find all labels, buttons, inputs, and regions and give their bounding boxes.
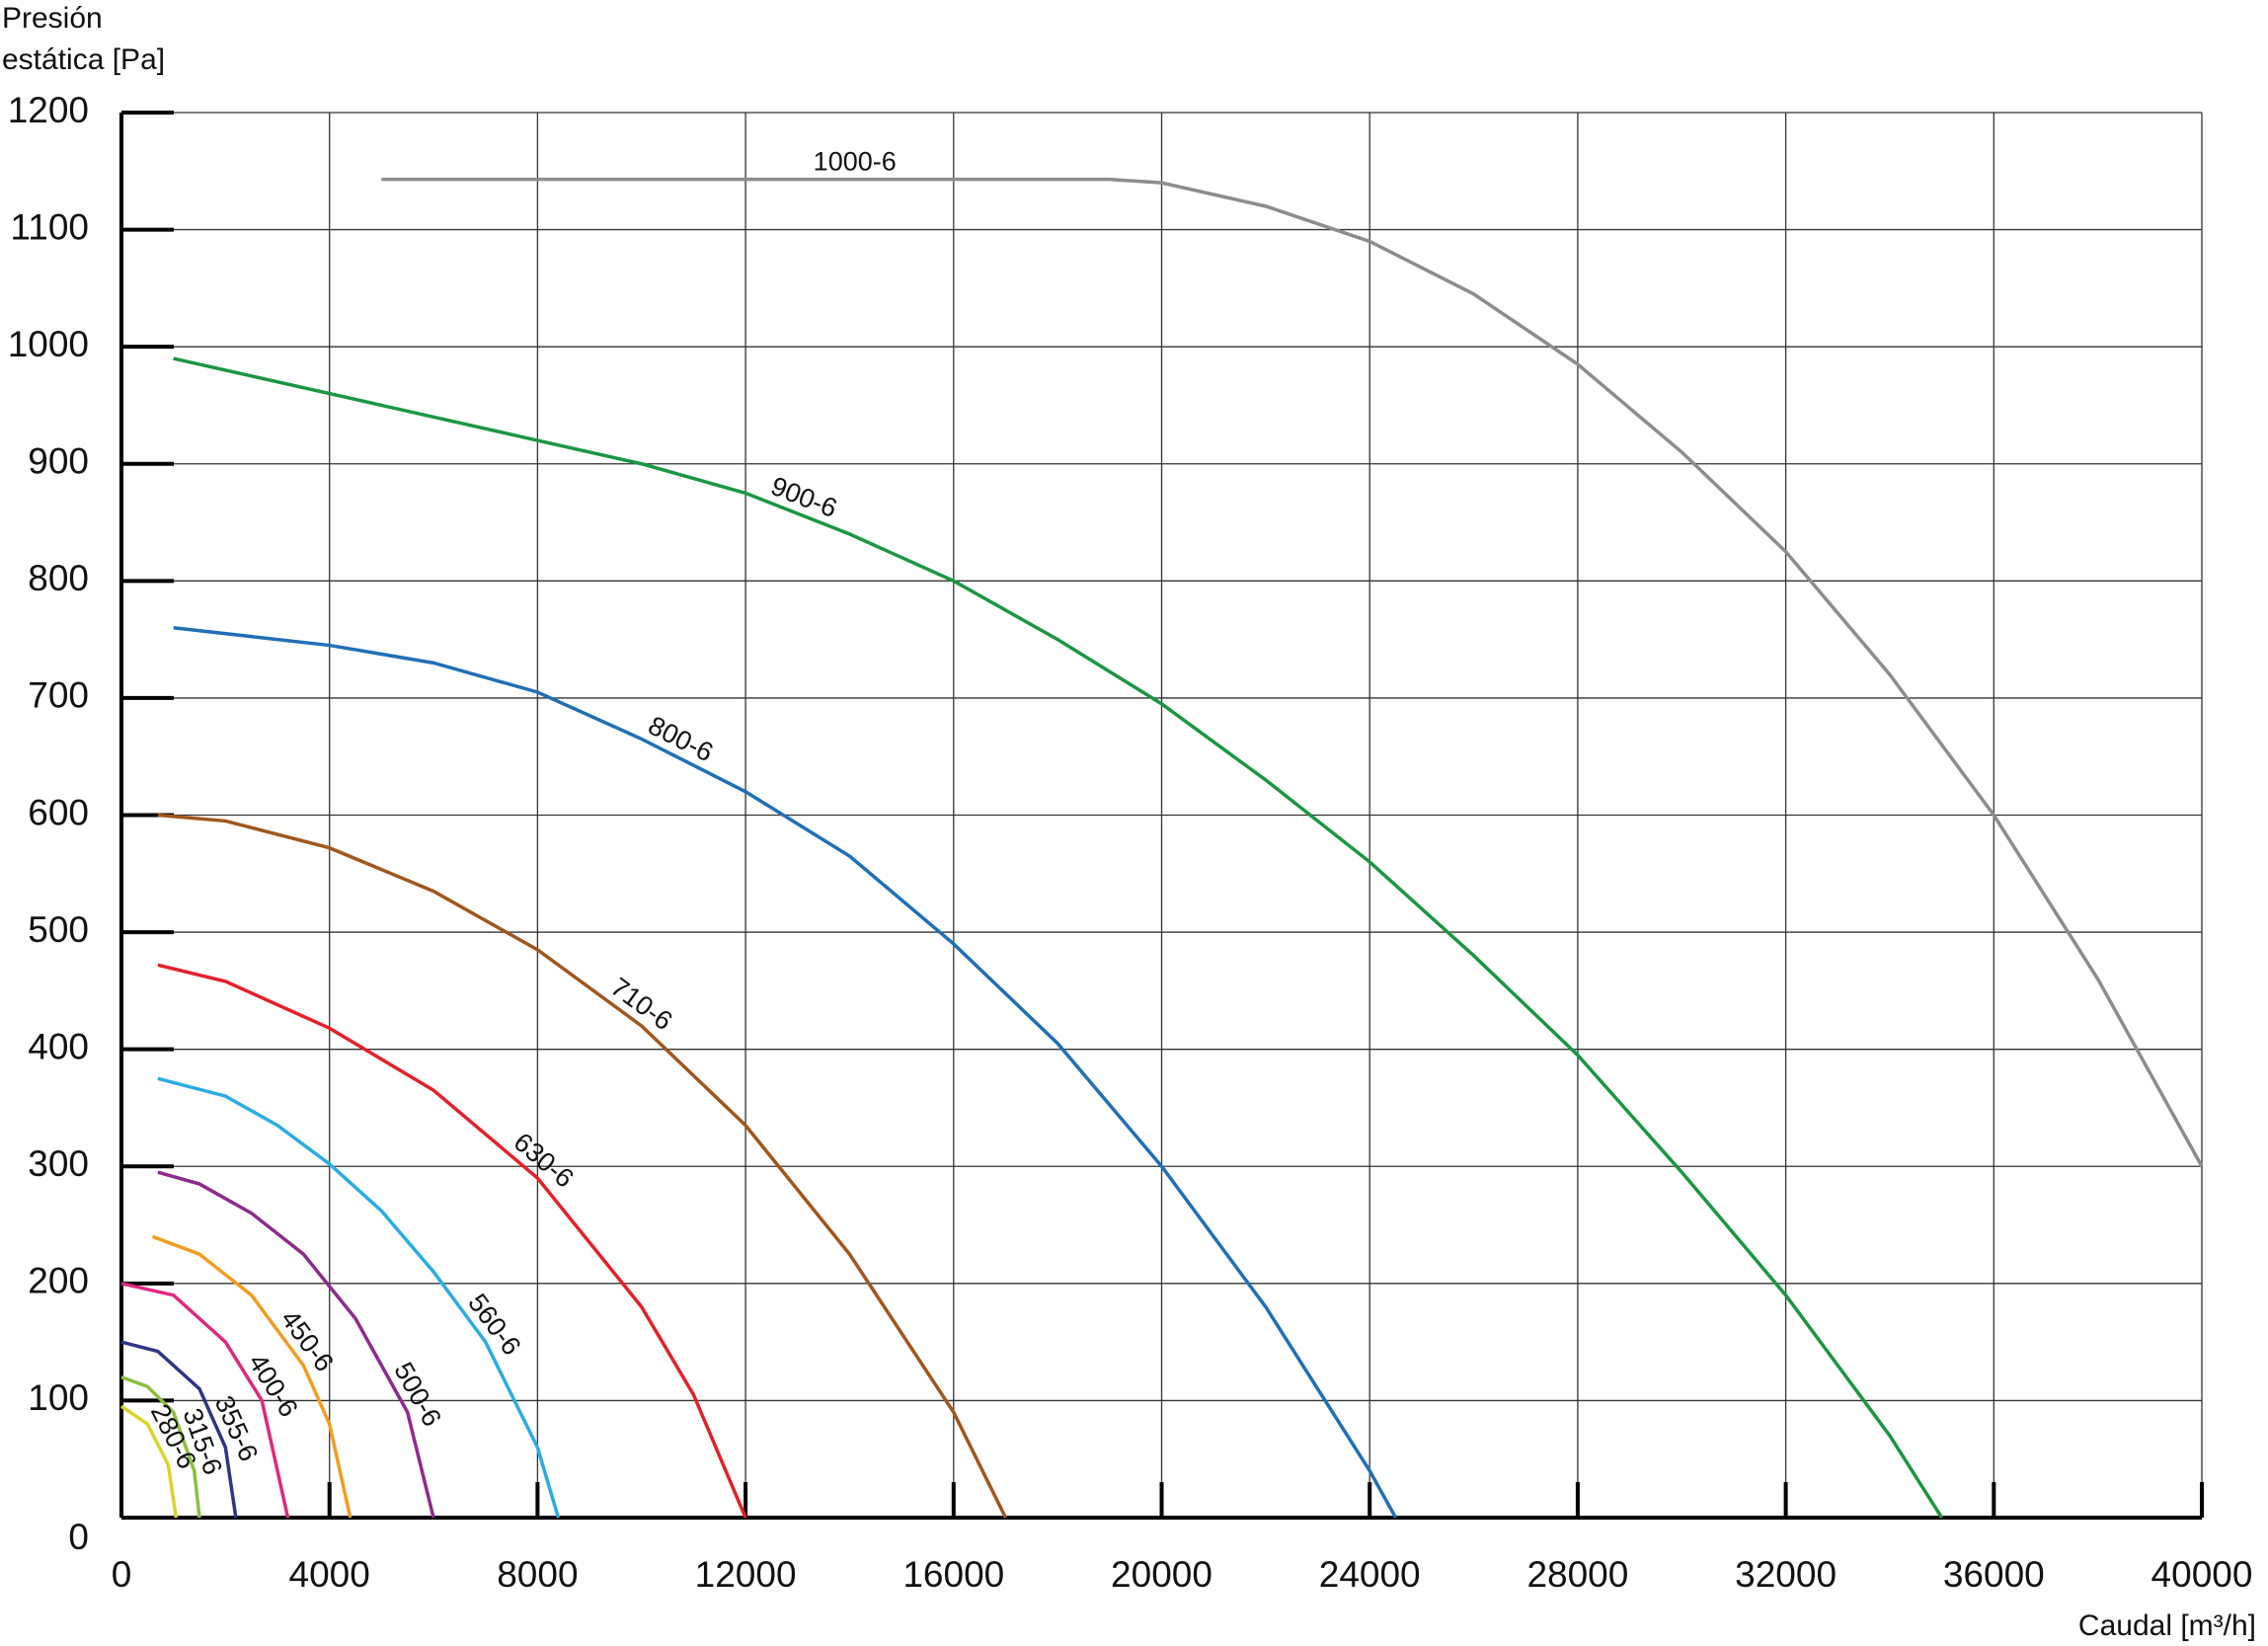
x-tick-label: 4000 [289,1554,370,1595]
x-tick-label: 16000 [902,1554,1004,1595]
x-tick-label: 28000 [1526,1554,1628,1595]
x-tick-label: 20000 [1111,1554,1212,1595]
x-tick-label: 12000 [695,1554,797,1595]
y-tick-label: 600 [28,792,89,832]
x-tick-label: 32000 [1735,1554,1837,1595]
curve [157,1170,435,1519]
x-tick-label: 36000 [1943,1554,2045,1595]
curve [381,177,2204,1168]
curve [157,813,1008,1519]
curve [173,356,1944,1519]
y-axis-label: estática [Pa] [2,43,165,76]
curve [120,1282,290,1519]
x-tick-label: 24000 [1319,1554,1421,1595]
y-tick-label: 1100 [10,206,89,247]
y-tick-label: 1200 [8,90,89,130]
curve [157,1076,561,1519]
curve [151,1234,352,1519]
y-tick-label: 900 [28,441,89,482]
x-tick-label: 8000 [497,1554,578,1595]
curve [120,1404,179,1519]
y-tick-label: 0 [68,1517,89,1557]
y-tick-label: 300 [28,1143,89,1184]
curve [120,1375,201,1519]
y-tick-label: 200 [28,1261,89,1301]
y-tick-label: 500 [28,909,89,950]
y-tick-label: 700 [28,675,89,716]
y-tick-label: 800 [28,558,89,598]
curve [173,626,1398,1519]
y-tick-label: 100 [28,1377,89,1418]
x-axis-label: Caudal [m³/h] [2078,1609,2256,1642]
y-tick-label: 400 [28,1026,89,1066]
x-tick-label: 40000 [2151,1554,2253,1595]
curve-label: 1000-6 [814,147,897,177]
curve [157,963,747,1519]
curve [120,1340,238,1519]
y-axis-label: Presión [2,2,103,35]
x-tick-label: 0 [112,1554,132,1595]
y-tick-label: 1000 [8,324,89,364]
